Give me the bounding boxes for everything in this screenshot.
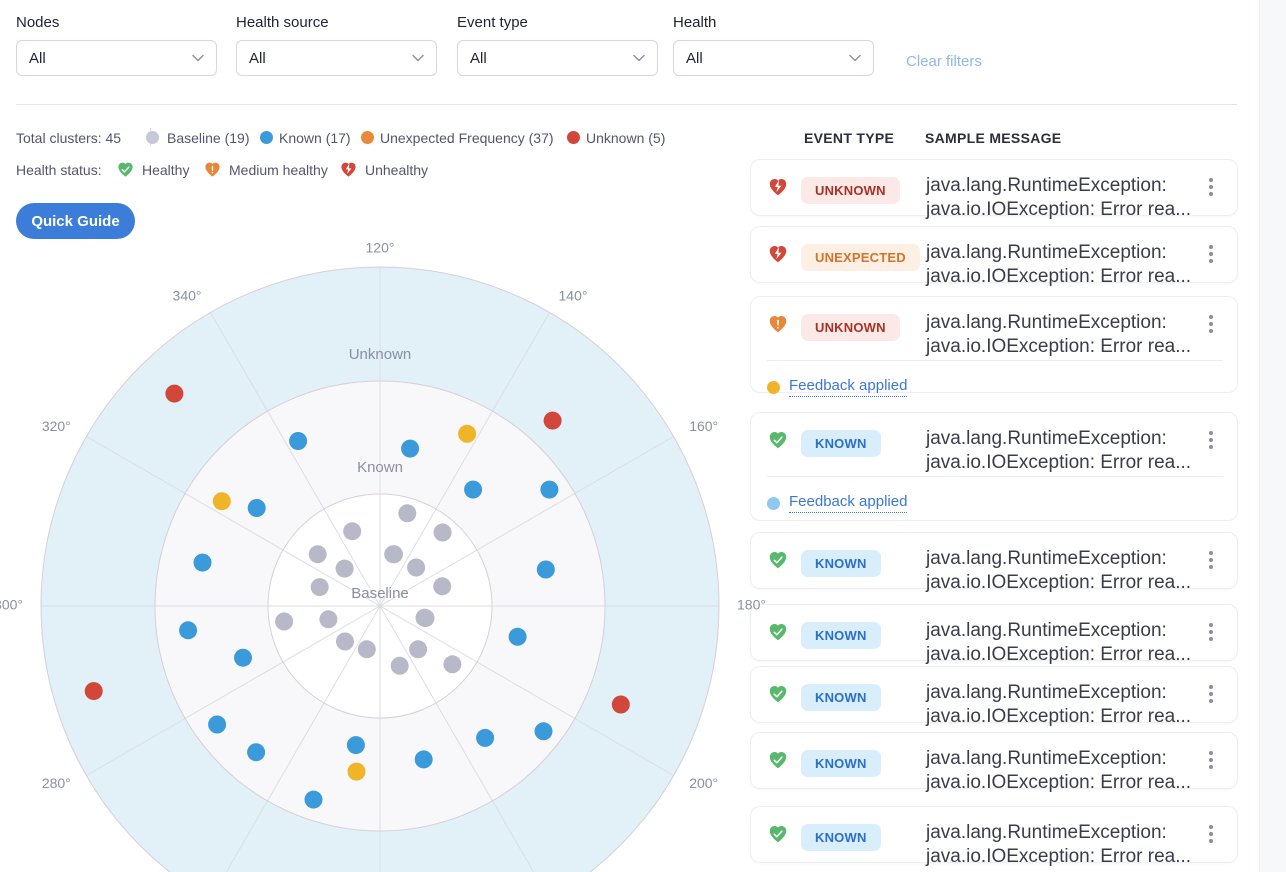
- svg-text:280°: 280°: [42, 775, 71, 791]
- svg-text:200°: 200°: [689, 775, 718, 791]
- svg-text:Known: Known: [357, 459, 403, 476]
- svg-text:340°: 340°: [173, 288, 202, 304]
- svg-text:180°: 180°: [737, 597, 766, 613]
- svg-text:160°: 160°: [689, 418, 718, 434]
- svg-text:Unknown: Unknown: [349, 346, 412, 363]
- svg-text:320°: 320°: [42, 418, 71, 434]
- svg-text:140°: 140°: [559, 288, 588, 304]
- svg-text:120°: 120°: [366, 240, 395, 256]
- svg-text:300°: 300°: [0, 597, 23, 613]
- svg-text:Baseline: Baseline: [351, 585, 409, 602]
